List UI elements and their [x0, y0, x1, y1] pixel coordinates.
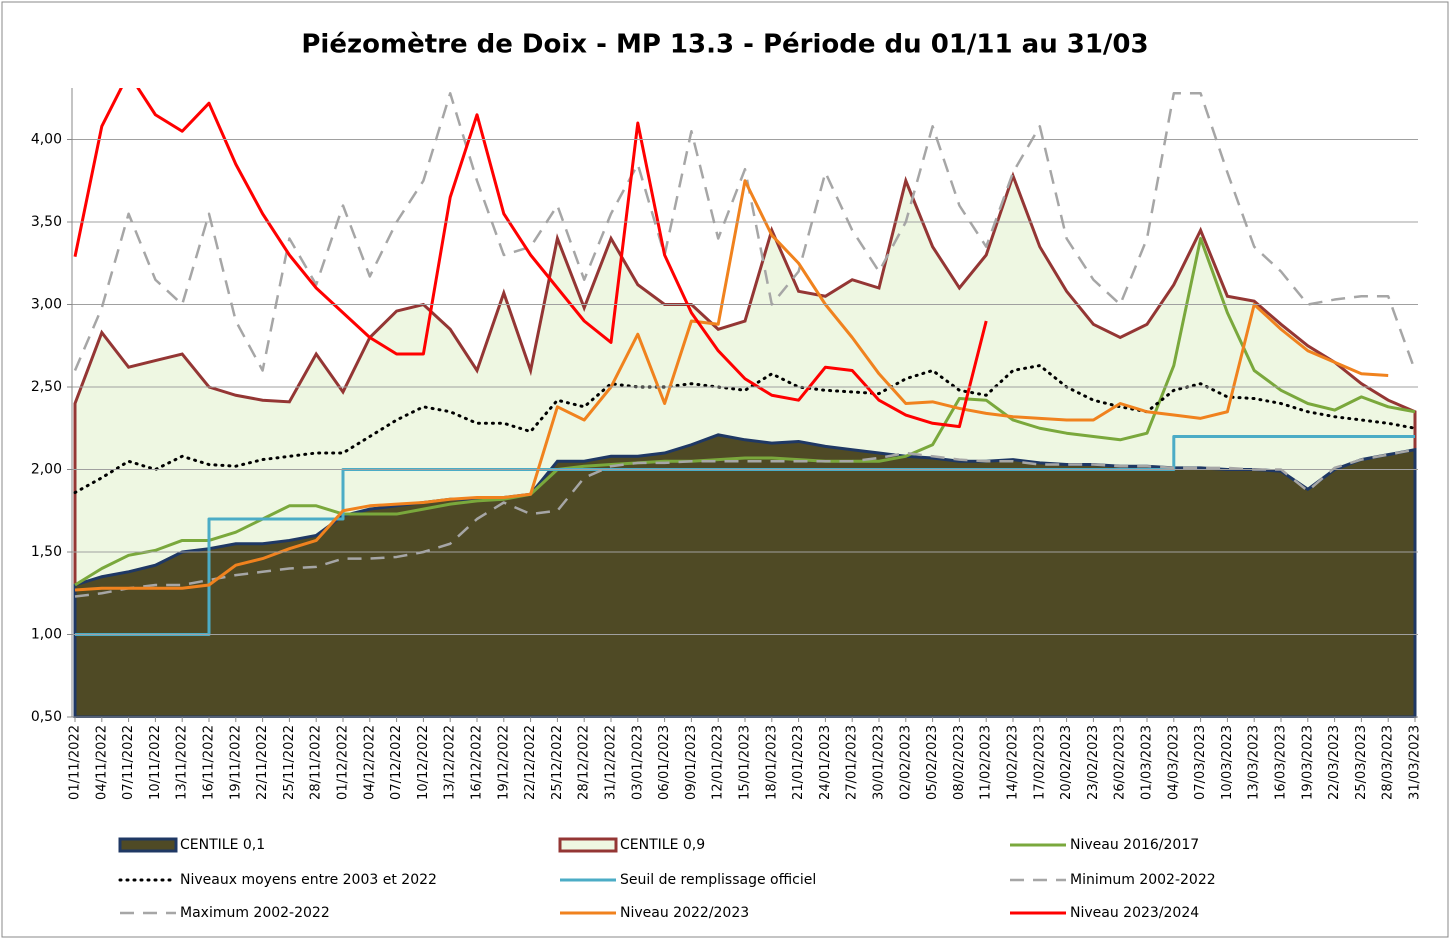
- x-tick-label: 10/11/2022: [148, 725, 163, 800]
- x-tick-label: 01/03/2023: [1140, 725, 1155, 800]
- legend-label: Seuil de remplissage officiel: [620, 872, 816, 888]
- y-tick-label: 2,00: [31, 462, 62, 478]
- x-tick-label: 24/01/2023: [818, 725, 833, 800]
- chart-title: Piézomètre de Doix - MP 13.3 - Période d…: [301, 30, 1148, 60]
- legend-swatch: [558, 837, 618, 853]
- x-tick-label: 07/03/2023: [1193, 725, 1208, 800]
- x-tick-label: 16/03/2023: [1274, 725, 1289, 800]
- x-tick-label: 09/01/2023: [684, 725, 699, 800]
- x-tick-label: 13/03/2023: [1247, 725, 1262, 800]
- x-tick-label: 07/12/2022: [389, 725, 404, 800]
- x-tick-label: 28/03/2023: [1381, 725, 1396, 800]
- x-tick-label: 14/02/2023: [1006, 725, 1021, 800]
- x-tick-label: 19/11/2022: [228, 725, 243, 800]
- legend-label: Niveau 2016/2017: [1070, 837, 1199, 853]
- x-tick-label: 25/12/2022: [550, 725, 565, 800]
- x-tick-label: 31/12/2022: [604, 725, 619, 800]
- y-tick-label: 2,50: [31, 379, 62, 395]
- x-tick-label: 22/12/2022: [523, 725, 538, 800]
- x-tick-label: 06/01/2023: [657, 725, 672, 800]
- x-tick-label: 16/12/2022: [470, 725, 485, 800]
- legend-swatch: [118, 837, 178, 853]
- x-tick-label: 05/02/2023: [925, 725, 940, 800]
- line-series: [74, 237, 1416, 587]
- x-tick-label: 03/01/2023: [630, 725, 645, 800]
- x-tick-label: 13/12/2022: [443, 725, 458, 800]
- x-tick-label: 26/02/2023: [1113, 725, 1128, 800]
- x-tick-label: 18/01/2023: [764, 725, 779, 800]
- line-series: [73, 88, 988, 429]
- x-tick-label: 15/01/2023: [738, 725, 753, 800]
- x-tick-label: 01/12/2022: [336, 725, 351, 800]
- line-series: [73, 92, 1417, 372]
- legend-label: Maximum 2002-2022: [180, 905, 330, 921]
- x-tick-label: 16/11/2022: [202, 725, 217, 800]
- legend-label: CENTILE 0,1: [180, 837, 265, 853]
- legend-label: Niveau 2022/2023: [620, 905, 749, 921]
- y-tick-label: 1,00: [31, 627, 62, 643]
- y-tick-label: 3,50: [31, 214, 62, 230]
- x-tick-label: 23/02/2023: [1086, 725, 1101, 800]
- x-tick-label: 25/03/2023: [1354, 725, 1369, 800]
- x-tick-label: 22/11/2022: [255, 725, 270, 800]
- x-tick-label: 20/02/2023: [1059, 725, 1074, 800]
- y-tick-label: 1,50: [31, 544, 62, 560]
- y-tick-label: 0,50: [31, 709, 62, 725]
- x-tick-label: 25/11/2022: [282, 725, 297, 800]
- legend-label: CENTILE 0,9: [620, 837, 705, 853]
- legend-label: Minimum 2002-2022: [1070, 872, 1216, 888]
- legend-label: Niveaux moyens entre 2003 et 2022: [180, 872, 437, 888]
- x-tick-label: 04/03/2023: [1166, 725, 1181, 800]
- x-tick-label: 21/01/2023: [791, 725, 806, 800]
- x-tick-label: 30/01/2023: [872, 725, 887, 800]
- x-tick-label: 12/01/2023: [711, 725, 726, 800]
- y-tick-label: 4,00: [31, 132, 62, 148]
- x-tick-label: 11/02/2023: [979, 725, 994, 800]
- x-tick-label: 10/03/2023: [1220, 725, 1235, 800]
- x-tick-label: 10/12/2022: [416, 725, 431, 800]
- x-tick-label: 28/11/2022: [309, 725, 324, 800]
- plot-area: [73, 88, 1417, 718]
- x-tick-label: 19/03/2023: [1300, 725, 1315, 800]
- x-tick-label: 08/02/2023: [952, 725, 967, 800]
- x-tick-label: 01/11/2022: [68, 725, 83, 800]
- line-series: [74, 179, 1389, 592]
- x-tick-label: 22/03/2023: [1327, 725, 1342, 800]
- line-series: [73, 364, 1417, 495]
- x-tick-label: 19/12/2022: [496, 725, 511, 800]
- x-tick-label: 13/11/2022: [175, 725, 190, 800]
- x-tick-label: 31/03/2023: [1408, 725, 1423, 800]
- x-tick-label: 17/02/2023: [1032, 725, 1047, 800]
- x-tick-label: 04/11/2022: [94, 725, 109, 800]
- x-tick-label: 27/01/2023: [845, 725, 860, 800]
- x-tick-label: 28/12/2022: [577, 725, 592, 800]
- line-series: [74, 448, 1416, 598]
- y-tick-label: 3,00: [31, 297, 62, 313]
- x-tick-label: 02/02/2023: [898, 725, 913, 800]
- legend-label: Niveau 2023/2024: [1070, 905, 1199, 921]
- x-tick-label: 04/12/2022: [362, 725, 377, 800]
- x-tick-label: 07/11/2022: [121, 725, 136, 800]
